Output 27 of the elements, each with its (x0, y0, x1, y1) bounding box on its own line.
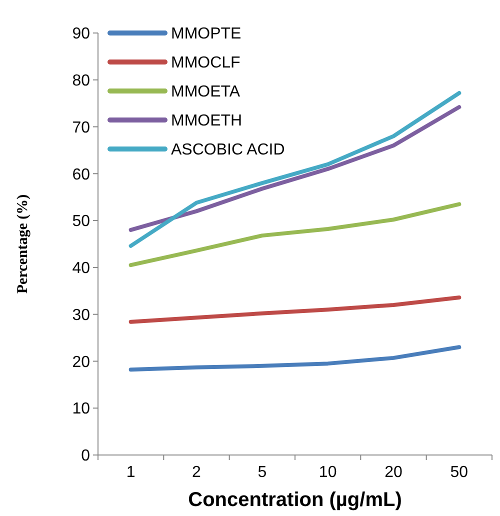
y-tick-label: 0 (81, 448, 90, 465)
x-tick-label: 10 (318, 464, 337, 481)
y-tick-label: 60 (72, 166, 90, 184)
legend-label: ASCOBIC ACID (171, 142, 285, 159)
x-tick-label: 2 (192, 464, 202, 481)
line-series (128, 105, 462, 232)
line-series (128, 345, 462, 372)
y-tick-label: 90 (72, 26, 90, 43)
x-tick-label: 50 (450, 464, 468, 481)
legend-label: MMOETA (171, 84, 240, 101)
y-tick-label: 40 (72, 260, 90, 278)
y-tick-label: 10 (72, 400, 90, 418)
y-tick-label: 70 (72, 119, 90, 136)
y-axis-title: Percentage (%) (15, 194, 31, 294)
x-tick-label: 1 (126, 464, 136, 481)
legend-label: MMOPTE (171, 26, 242, 43)
line-series (128, 202, 462, 268)
x-axis-title: Concentration (µg/mL) (188, 489, 402, 511)
y-tick-label: 20 (72, 354, 90, 371)
y-tick-label: 50 (72, 213, 90, 230)
y-tick-label: 80 (72, 72, 90, 90)
legend-label: MMOCLF (171, 54, 241, 72)
x-tick-label: 20 (384, 464, 402, 481)
y-tick-label: 30 (72, 306, 90, 324)
line-series (128, 295, 462, 324)
x-tick-label: 5 (258, 464, 267, 481)
legend-label: MMOETH (171, 112, 242, 130)
